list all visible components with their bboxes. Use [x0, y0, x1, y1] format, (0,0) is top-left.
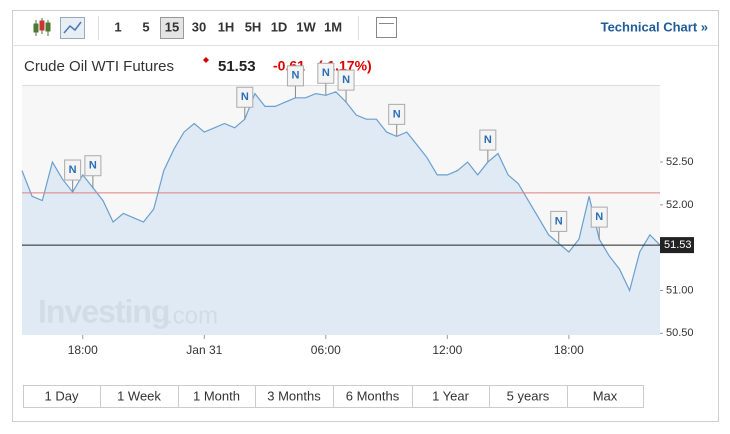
news-flag[interactable]: [317, 62, 335, 84]
instrument-title: Crude Oil WTI Futures: [24, 58, 174, 75]
news-flag-label: N: [241, 91, 249, 103]
news-flag-label: N: [291, 70, 299, 82]
range-button-label: 1 Week: [117, 388, 161, 403]
interval-button[interactable]: 1D: [271, 19, 288, 34]
candle-icon[interactable]: [33, 18, 51, 36]
y-tick-label: 51.00: [666, 284, 694, 296]
news-flag[interactable]: [550, 210, 568, 232]
news-flag-label: N: [555, 215, 563, 227]
last-price-tag: [660, 237, 694, 254]
last-price: 51.53: [218, 58, 256, 75]
interval-button[interactable]: 30: [192, 19, 206, 34]
news-flag-label: N: [89, 160, 97, 172]
x-tick-label: 18:00: [554, 343, 584, 357]
interval-button[interactable]: 1: [114, 19, 121, 34]
interval-button[interactable]: 5H: [245, 19, 262, 34]
live-indicator: [203, 57, 209, 63]
x-tick-label: Jan 31: [186, 343, 222, 357]
news-flag[interactable]: [286, 65, 304, 87]
interval-button[interactable]: 1M: [324, 19, 342, 34]
range-button-label: 5 years: [507, 388, 550, 403]
news-flag-label: N: [484, 134, 492, 146]
range-button-label: 3 Months: [267, 388, 321, 403]
area-fill: [22, 91, 660, 335]
news-flag[interactable]: [590, 206, 608, 228]
layout-icon[interactable]: [376, 17, 397, 38]
interval-button[interactable]: 5: [142, 19, 149, 34]
news-flag[interactable]: [388, 103, 406, 125]
y-tick-label: 52.50: [666, 156, 694, 168]
news-flag[interactable]: [337, 69, 355, 91]
price-line: [21, 91, 661, 293]
interval-button[interactable]: 15: [165, 19, 179, 34]
x-tick-label: 12:00: [432, 343, 462, 357]
y-tick-label: 50.50: [666, 327, 694, 339]
news-flag-label: N: [69, 164, 77, 176]
range-button-label: 1 Day: [45, 388, 79, 403]
interval-button[interactable]: 1W: [296, 19, 316, 34]
range-button-label: 1 Year: [432, 388, 470, 403]
line-icon-glyph: [63, 21, 82, 34]
range-button-label: Max: [593, 388, 618, 403]
news-flag-label: N: [322, 67, 330, 79]
news-flag-label: N: [595, 211, 603, 223]
news-flag[interactable]: [479, 129, 497, 151]
range-button[interactable]: [567, 385, 644, 408]
x-tick-label: 18:00: [68, 343, 98, 357]
news-flag[interactable]: [64, 159, 82, 181]
interval-button[interactable]: 1H: [218, 19, 235, 34]
interval-selected: [160, 17, 184, 39]
x-tick-label: 06:00: [311, 343, 341, 357]
news-flag-label: N: [342, 74, 350, 86]
range-button-label: 1 Month: [193, 388, 240, 403]
news-flag[interactable]: [236, 86, 254, 108]
news-flag[interactable]: [84, 155, 102, 177]
y-tick-label: 52.00: [666, 199, 694, 211]
last-price-tag-label: 51.53: [664, 239, 692, 251]
technical-chart-link[interactable]: Technical Chart »: [601, 19, 708, 34]
news-flag-label: N: [393, 108, 401, 120]
range-button-label: 6 Months: [346, 388, 400, 403]
